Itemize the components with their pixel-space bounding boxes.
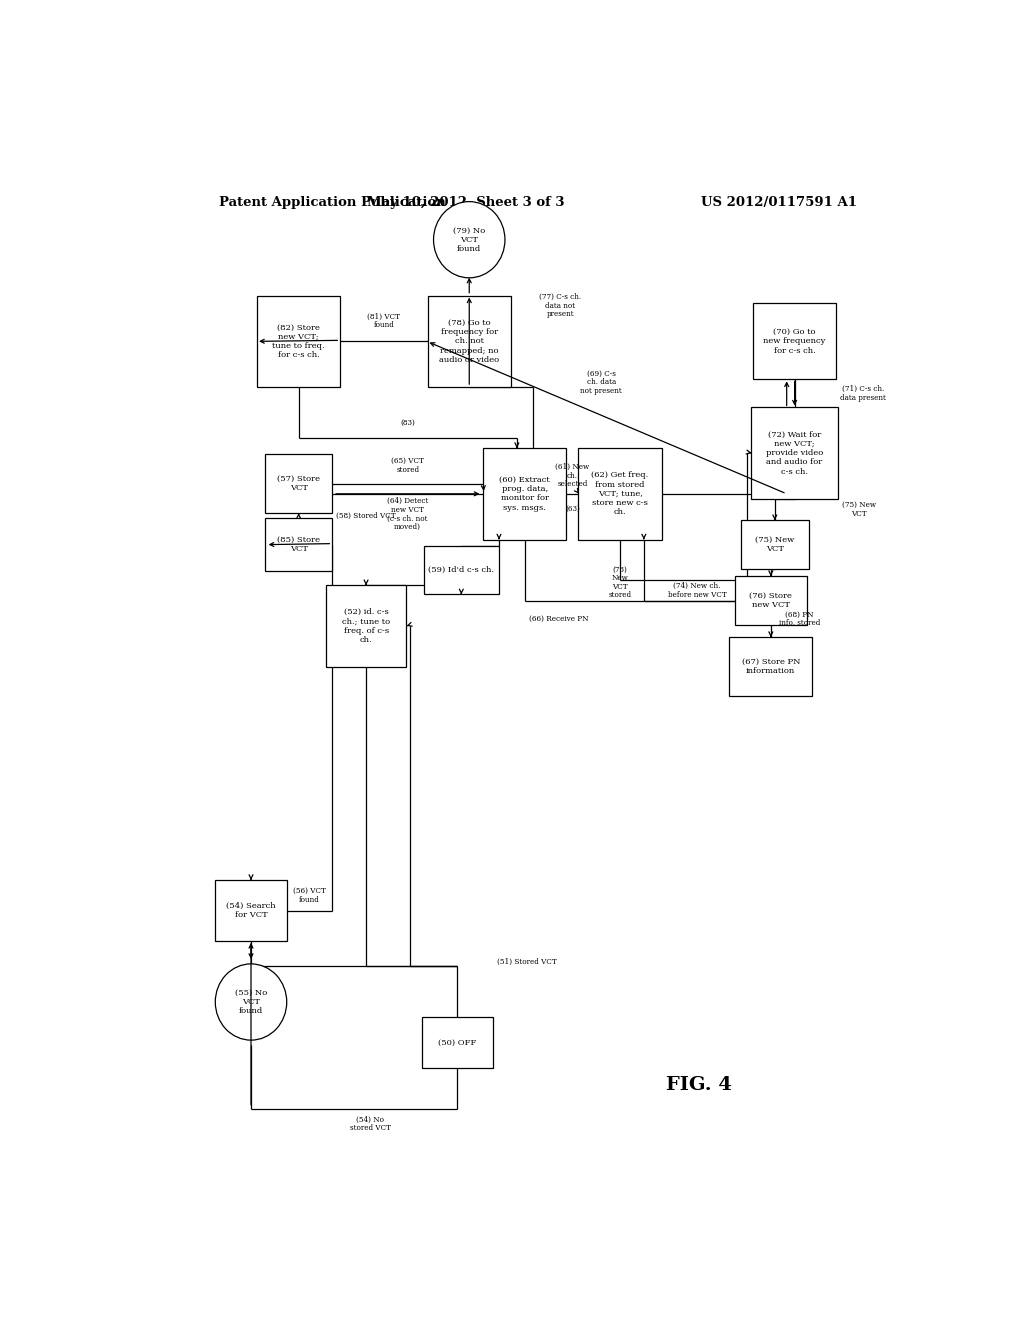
- Text: (68) PN
info. stored: (68) PN info. stored: [779, 611, 820, 627]
- Text: (54) Search
for VCT: (54) Search for VCT: [226, 902, 275, 919]
- Ellipse shape: [433, 202, 505, 277]
- Text: (56) VCT
found: (56) VCT found: [293, 887, 326, 904]
- Text: FIG. 4: FIG. 4: [667, 1076, 732, 1094]
- Text: (75) New
VCT: (75) New VCT: [755, 536, 795, 553]
- Text: (58) Stored VCT: (58) Stored VCT: [336, 512, 396, 520]
- Text: (85) Store
VCT: (85) Store VCT: [278, 536, 321, 553]
- Text: (59) Id'd c-s ch.: (59) Id'd c-s ch.: [428, 566, 495, 574]
- FancyBboxPatch shape: [257, 296, 340, 387]
- Text: (61) New
ch.
selected: (61) New ch. selected: [555, 463, 590, 488]
- Text: (67) Store PN
information: (67) Store PN information: [741, 657, 800, 676]
- Text: Patent Application Publication: Patent Application Publication: [219, 195, 446, 209]
- Text: (78) Go to
frequency for
ch. not
remapped; no
audio or video: (78) Go to frequency for ch. not remappe…: [439, 319, 500, 364]
- FancyBboxPatch shape: [735, 576, 807, 624]
- Text: (79) No
VCT
found: (79) No VCT found: [454, 227, 485, 253]
- Text: (64) Detect
new VCT
(c-s ch. not
moved): (64) Detect new VCT (c-s ch. not moved): [387, 498, 428, 531]
- FancyBboxPatch shape: [265, 454, 333, 513]
- FancyBboxPatch shape: [751, 408, 839, 499]
- Text: (77) C-s ch.
data not
present: (77) C-s ch. data not present: [540, 293, 582, 318]
- FancyBboxPatch shape: [265, 519, 333, 572]
- Text: (70) Go to
new frequency
for c-s ch.: (70) Go to new frequency for c-s ch.: [764, 329, 825, 355]
- Text: (54) No
stored VCT: (54) No stored VCT: [349, 1115, 390, 1133]
- FancyBboxPatch shape: [215, 880, 287, 941]
- Text: (57) Store
VCT: (57) Store VCT: [278, 475, 321, 492]
- Ellipse shape: [215, 964, 287, 1040]
- Text: (55) No
VCT
found: (55) No VCT found: [234, 989, 267, 1015]
- Text: (74) New ch.
before new VCT: (74) New ch. before new VCT: [668, 582, 726, 599]
- FancyBboxPatch shape: [729, 638, 812, 696]
- Text: (72) Wait for
new VCT;
provide video
and audio for
c-s ch.: (72) Wait for new VCT; provide video and…: [766, 430, 823, 475]
- Text: May 10, 2012  Sheet 3 of 3: May 10, 2012 Sheet 3 of 3: [367, 195, 564, 209]
- Text: (73)
New
VCT
stored: (73) New VCT stored: [608, 565, 632, 599]
- FancyBboxPatch shape: [327, 585, 406, 667]
- Text: (62) Get freq.
from stored
VCT; tune,
store new c-s
ch.: (62) Get freq. from stored VCT; tune, st…: [592, 471, 648, 516]
- Text: (65) VCT
stored: (65) VCT stored: [391, 457, 424, 474]
- Text: (75) New
VCT: (75) New VCT: [842, 502, 877, 517]
- Text: (66) Receive PN: (66) Receive PN: [528, 615, 588, 623]
- Text: (52) id. c-s
ch.; tune to
freq. of c-s
ch.: (52) id. c-s ch.; tune to freq. of c-s c…: [342, 609, 390, 644]
- Text: (81) VCT
found: (81) VCT found: [368, 313, 400, 329]
- Text: (60) Extract
prog. data,
monitor for
sys. msgs.: (60) Extract prog. data, monitor for sys…: [500, 477, 550, 512]
- FancyBboxPatch shape: [753, 304, 837, 379]
- Text: (51) Stored VCT: (51) Stored VCT: [497, 957, 557, 965]
- FancyBboxPatch shape: [422, 1018, 494, 1068]
- FancyBboxPatch shape: [483, 447, 566, 540]
- Text: (63): (63): [565, 506, 580, 513]
- Text: (50) OFF: (50) OFF: [438, 1039, 476, 1047]
- Text: (83): (83): [400, 418, 415, 426]
- Text: US 2012/0117591 A1: US 2012/0117591 A1: [700, 195, 857, 209]
- FancyBboxPatch shape: [428, 296, 511, 387]
- FancyBboxPatch shape: [741, 520, 809, 569]
- FancyBboxPatch shape: [579, 447, 662, 540]
- FancyBboxPatch shape: [424, 545, 499, 594]
- Text: (82) Store
new VCT;
tune to freq.
for c-s ch.: (82) Store new VCT; tune to freq. for c-…: [272, 323, 325, 359]
- Text: (71) C-s ch.
data present: (71) C-s ch. data present: [841, 385, 886, 401]
- Text: (76) Store
new VCT: (76) Store new VCT: [750, 591, 793, 609]
- Text: (69) C-s
ch. data
not present: (69) C-s ch. data not present: [581, 370, 623, 395]
